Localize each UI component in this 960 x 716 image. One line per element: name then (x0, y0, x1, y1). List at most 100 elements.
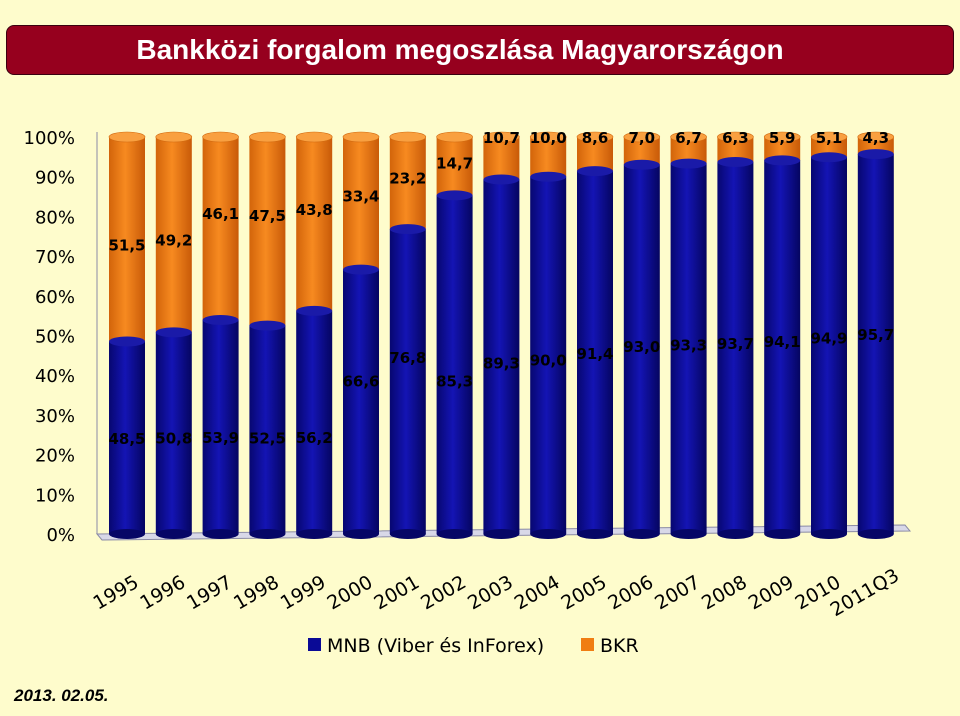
legend-swatch-bkr (581, 638, 594, 651)
bar-bkr-top (529, 131, 567, 143)
bar-mnb (577, 171, 613, 534)
bar-bkr-top (623, 131, 661, 143)
value-label-mnb: 50,8 (155, 430, 192, 448)
bar-mnb (623, 164, 660, 535)
bar-mnb-base (670, 529, 707, 539)
bar-bkr (530, 137, 567, 177)
value-label-mnb: 85,3 (436, 373, 473, 391)
bar-mnb-base (155, 529, 192, 539)
x-tick-label: 1997 (183, 571, 236, 614)
bar-bkr (811, 137, 847, 158)
bar-bkr (577, 137, 613, 172)
legend-label-bkr: BKR (600, 635, 639, 657)
y-tick-label: 100% (24, 128, 75, 149)
bar-bkr-top (108, 131, 146, 143)
value-label-bkr: 43,8 (296, 201, 333, 219)
y-tick-label: 20% (35, 446, 75, 467)
value-label-mnb: 48,5 (108, 430, 145, 448)
x-tick-label: 2002 (417, 571, 470, 614)
x-tick-label: 2005 (558, 571, 611, 614)
value-label-mnb: 91,4 (576, 345, 613, 363)
bar-mnb-top (670, 158, 707, 169)
value-label-mnb: 94,1 (764, 333, 801, 351)
y-tick-label: 0% (46, 525, 75, 546)
bar-mnb-top (155, 327, 192, 338)
value-label-mnb: 76,8 (389, 349, 426, 367)
value-label-mnb: 56,2 (296, 429, 333, 447)
bar-mnb-base (202, 529, 239, 539)
value-label-mnb: 89,3 (483, 355, 520, 373)
x-tick-label: 2008 (698, 571, 751, 614)
bar-mnb (109, 341, 145, 534)
bar-mnb (670, 163, 707, 534)
bar-bkr (436, 137, 473, 196)
bar-mnb (811, 157, 847, 534)
value-label-bkr: 5,1 (816, 129, 843, 147)
bar-mnb (717, 162, 754, 535)
bar-mnb-base (436, 529, 473, 539)
x-tick-label: 2007 (651, 571, 704, 614)
bar-bkr-top (576, 131, 614, 143)
x-tick-label: 2006 (604, 571, 657, 614)
value-label-bkr: 8,6 (582, 129, 609, 147)
y-tick-label: 40% (35, 366, 75, 387)
bar-bkr (202, 137, 239, 321)
bar-mnb-base (623, 529, 660, 539)
bar-mnb-base (577, 529, 613, 539)
bar-bkr-top (342, 131, 380, 143)
value-label-bkr: 5,9 (769, 129, 796, 147)
value-label-mnb: 53,9 (202, 429, 239, 447)
value-label-bkr: 46,1 (202, 205, 239, 223)
bar-mnb (249, 325, 286, 534)
bar-bkr-top (483, 131, 520, 143)
bar-mnb-top (577, 166, 613, 177)
y-tick-label: 10% (35, 485, 75, 506)
bar-bkr (483, 137, 520, 180)
bar-bkr-top (670, 131, 707, 143)
x-tick-label: 1999 (277, 571, 330, 614)
bar-bkr-top (436, 131, 473, 143)
bar-mnb (530, 176, 567, 534)
bar-bkr (155, 137, 192, 333)
x-tick-label: 2009 (745, 571, 798, 614)
bar-mnb (857, 154, 894, 535)
value-label-bkr: 47,5 (249, 207, 286, 225)
bar-mnb-base (530, 529, 567, 539)
legend-swatch-mnb (308, 638, 321, 651)
bar-mnb-base (109, 529, 145, 539)
title-banner: Bankközi forgalom megoszlása Magyarorszá… (6, 25, 954, 75)
bar-mnb-top (389, 224, 426, 235)
legend-label-mnb: MNB (Viber és InForex) (327, 635, 544, 657)
bar-bkr (389, 137, 426, 230)
bar-mnb-top (249, 320, 286, 331)
x-tick-label: 1995 (90, 571, 143, 614)
x-tick-label: 1998 (230, 571, 283, 614)
value-label-bkr: 23,2 (389, 169, 426, 187)
x-tick-label: 2000 (324, 571, 377, 614)
value-label-bkr: 10,7 (483, 129, 520, 147)
chart-title: Bankközi forgalom megoszlása Magyarorszá… (136, 34, 784, 65)
value-label-bkr: 14,7 (436, 154, 473, 172)
bar-mnb-base (389, 529, 426, 539)
bar-mnb (436, 195, 473, 534)
bar-mnb-base (717, 529, 754, 539)
bar-bkr-top (295, 131, 333, 143)
bar-mnb (343, 269, 379, 534)
bar-bkr-top (249, 131, 286, 143)
value-label-mnb: 93,3 (670, 337, 707, 355)
x-tick-label: 1996 (136, 571, 189, 614)
value-label-mnb: 95,7 (857, 326, 894, 344)
value-label-bkr: 6,7 (675, 129, 702, 147)
bar-mnb (155, 332, 192, 534)
bar-bkr-top (155, 131, 193, 143)
bar-mnb-top (109, 336, 145, 347)
bar-mnb-top (623, 159, 660, 170)
bar-bkr (296, 137, 333, 311)
bar-mnb (296, 310, 333, 534)
value-label-bkr: 6,3 (722, 129, 749, 147)
value-label-bkr: 4,3 (863, 129, 890, 147)
bar-mnb-top (811, 152, 847, 163)
value-label-mnb: 90,0 (530, 352, 567, 370)
value-label-bkr: 33,4 (342, 188, 379, 206)
